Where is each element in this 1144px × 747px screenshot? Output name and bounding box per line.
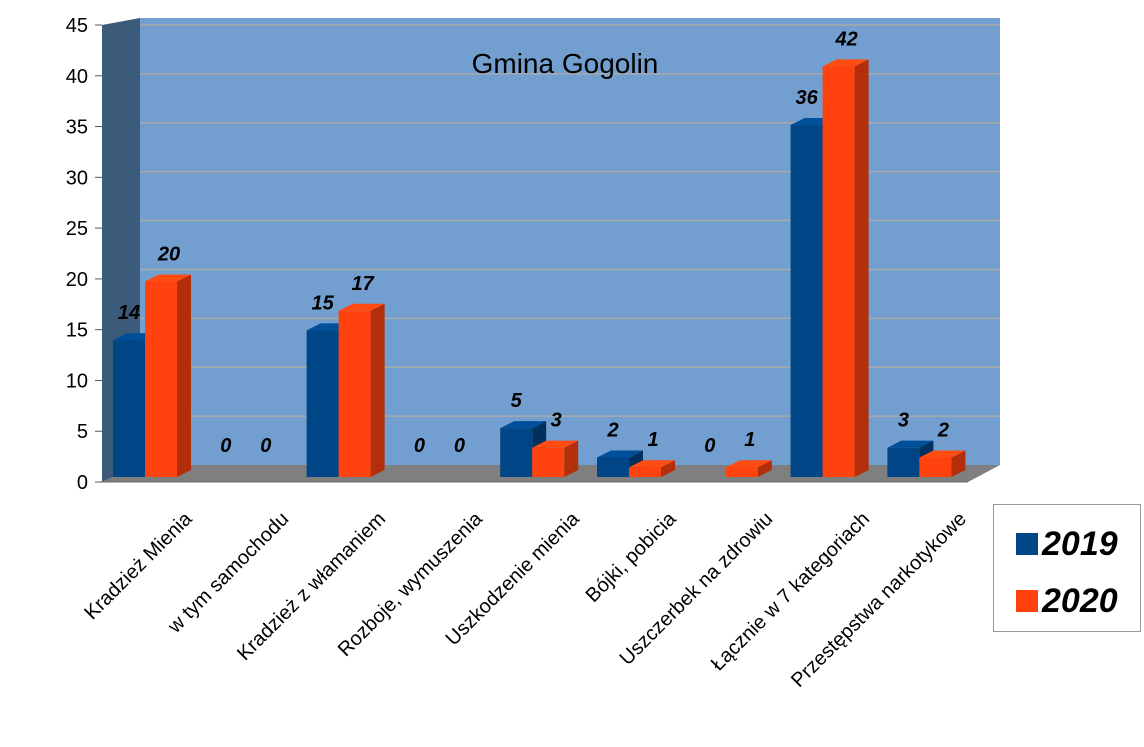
data-label: 15 (311, 292, 334, 314)
legend-swatch-2019 (1016, 533, 1038, 555)
data-label: 42 (834, 28, 857, 50)
plot-area (140, 18, 1000, 465)
data-label: 0 (220, 435, 231, 457)
chart-title: Gmina Gogolin (472, 48, 659, 79)
y-tick-label: 45 (66, 15, 88, 37)
legend-item-2019: 2019 (1016, 527, 1118, 561)
legend: 2019 2020 (993, 504, 1141, 632)
y-tick-label: 40 (66, 66, 88, 88)
bar (145, 274, 191, 477)
y-tick-label: 25 (66, 218, 88, 240)
data-label: 3 (898, 410, 909, 432)
y-tick-label: 20 (66, 269, 88, 291)
data-label: 1 (647, 429, 658, 451)
data-label: 2 (937, 419, 949, 441)
category-label: Łącznie w 7 kategoriach (707, 508, 874, 675)
data-label: 0 (454, 435, 465, 457)
bar (919, 450, 966, 477)
data-label: 0 (704, 435, 715, 457)
category-label: Przestępstwa narkotykowe (787, 508, 971, 692)
data-label: 36 (795, 87, 818, 109)
data-label: 2 (606, 419, 618, 441)
legend-swatch-2020 (1016, 590, 1038, 612)
y-tick-label: 5 (77, 421, 88, 443)
legend-label-2019: 2019 (1042, 525, 1118, 563)
data-label: 5 (511, 390, 523, 412)
y-tick-label: 30 (66, 167, 88, 189)
bar (629, 460, 675, 477)
data-label: 20 (157, 243, 180, 265)
bar (338, 303, 385, 477)
y-tick-label: 0 (77, 472, 88, 494)
data-label: 14 (118, 302, 140, 324)
bar (725, 460, 772, 477)
data-label: 0 (260, 435, 271, 457)
data-label: 3 (551, 410, 562, 432)
y-tick-label: 35 (66, 117, 88, 139)
category-label: Bójki, pobicia (582, 507, 682, 607)
y-tick-label: 10 (66, 370, 88, 392)
data-label: 0 (414, 435, 425, 457)
bar (822, 59, 869, 477)
data-label: 17 (351, 273, 374, 295)
bar (532, 440, 579, 477)
legend-item-2020: 2020 (1016, 584, 1118, 618)
legend-label-2020: 2020 (1042, 582, 1118, 620)
data-label: 1 (744, 429, 755, 451)
y-tick-label: 15 (66, 320, 88, 342)
